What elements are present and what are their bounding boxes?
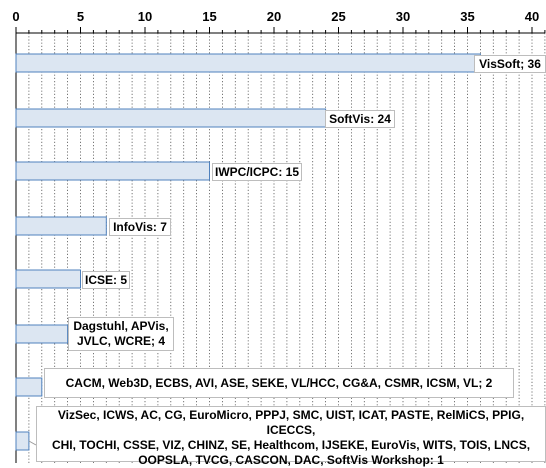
- bar: [15, 324, 69, 344]
- x-tick-label: 20: [267, 9, 281, 24]
- bar: [15, 216, 107, 236]
- data-label: CACM, Web3D, ECBS, AVI, ASE, SEKE, VL/HC…: [44, 368, 514, 398]
- data-label: IWPC/ICPC: 15: [212, 163, 302, 181]
- data-label: VizSec, ICWS, AC, CG, EuroMicro, PPPJ, S…: [36, 406, 546, 467]
- x-tick-label: 15: [202, 9, 216, 24]
- data-label: VisSoft; 36: [474, 55, 546, 73]
- bar: [15, 431, 30, 451]
- bar: [15, 108, 327, 128]
- x-tick-label: 10: [138, 9, 152, 24]
- x-tick-label: 25: [331, 9, 345, 24]
- data-label: ICSE: 5: [82, 271, 130, 289]
- x-tick-label: 30: [396, 9, 410, 24]
- data-label: SoftVis: 24: [325, 110, 395, 128]
- leader-line: [28, 440, 37, 446]
- bar: [15, 377, 43, 397]
- bar: [15, 161, 210, 181]
- bar: [15, 269, 81, 289]
- x-tick-label: 40: [525, 9, 539, 24]
- x-tick-label: 0: [12, 9, 19, 24]
- data-label: InfoVis: 7: [109, 218, 171, 236]
- bar: [15, 53, 481, 73]
- x-tick-label: 35: [460, 9, 474, 24]
- data-label: Dagstuhl, APVis, JVLC, WCRE; 4: [68, 317, 174, 351]
- x-tick-label: 5: [77, 9, 84, 24]
